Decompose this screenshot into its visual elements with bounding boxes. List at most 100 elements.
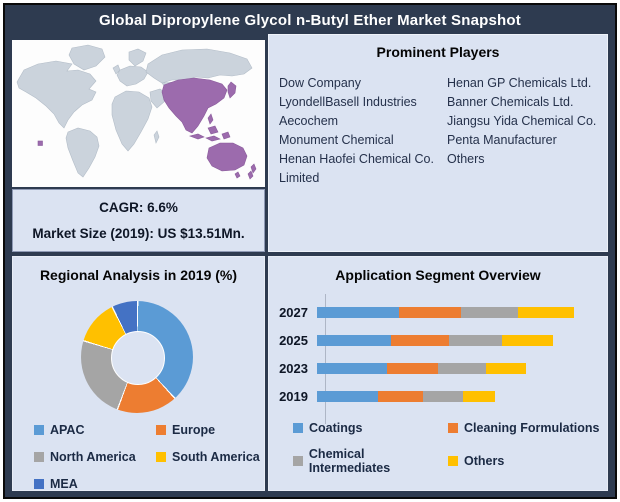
map-region-new-guinea [221,131,231,140]
map-region-north-america [16,60,97,129]
legend-item: Chemical Intermediates [293,447,448,475]
legend-swatch [34,425,44,435]
cagr-value: CAGR: 6.6% [99,200,178,215]
legend-swatch [34,452,44,462]
bar-segment-cleaning-formulations [387,362,439,374]
map-region-philippines [207,113,214,125]
bar-chart-axis-line [325,294,326,424]
legend-swatch [34,479,44,489]
bar-segment-cleaning-formulations [391,334,449,346]
legend-item: Others [448,452,599,470]
page-title: Global Dipropylene Glycol n-Butyl Ether … [99,12,521,29]
bar-segment-others [463,390,496,402]
map-region-north-asia [145,48,253,84]
legend-label: Cleaning Formulations [464,421,600,435]
legend-item: North America [34,448,156,466]
application-segment-heading: Application Segment Overview [335,267,541,283]
bar-track [317,390,595,402]
map-region-new-zealand-south [247,170,254,180]
map-region-madagascar [153,130,160,144]
player-name: Penta Manufacturer [447,133,557,147]
bar-segment-cleaning-formulations [399,306,462,318]
bar-segment-chemical-intermediates [423,390,464,402]
prominent-players-heading: Prominent Players [376,44,500,60]
world-map-panel [12,40,265,187]
stats-panel: CAGR: 6.6% Market Size (2019): US $13.51… [12,189,265,252]
bar-segment-cleaning-formulations [377,390,424,402]
players-columns: Dow Company LyondellBasell Industries Aeco… [279,74,597,188]
bar-row: 2027 [277,298,595,326]
map-region-new-zealand-north [250,163,257,174]
player-name: LyondellBasell Industries [279,95,417,109]
map-region-europe [116,65,149,87]
legend-swatch [293,456,303,466]
bar-segment-others [502,334,553,346]
legend-label: South America [172,450,260,464]
bar-year-label: 2023 [279,360,308,376]
legend-item: Europe [156,421,260,439]
map-region-australia [206,142,248,172]
legend-label: Europe [172,423,216,437]
legend-item: MEA [34,475,156,493]
player-name: Monument Chemical [279,133,394,147]
players-column-2: Henan GP Chemicals Ltd. Banner Chemicals … [447,74,597,188]
map-region-indonesia-1 [188,133,205,140]
player-name: Banner Chemicals Ltd. [447,95,574,109]
legend-label: Chemical Intermediates [308,447,391,475]
stacked-bar-chart: 2027 2025 2023 2019 [277,294,595,424]
bar-segment-chemical-intermediates [448,334,503,346]
legend-label: Others [464,454,505,468]
bar-year-label: 2027 [279,304,308,320]
legend-swatch [293,423,303,433]
player-name: Jiangsu Yida Chemical Co. [447,114,597,128]
market-size-value: Market Size (2019): US $13.51Mn. [32,226,245,241]
map-marker-pacific-territory [37,140,43,146]
map-region-tasmania [234,171,241,179]
bar-segment-others [517,306,575,318]
legend-swatch [156,425,166,435]
bar-row: 2025 [277,326,595,354]
bar-segment-coatings [317,390,378,402]
map-region-indonesia-2 [205,135,221,142]
regional-analysis-panel: Regional Analysis in 2019 (%) APAC Europe… [12,256,265,491]
bar-segment-coatings [317,362,387,374]
bar-track [317,306,595,318]
players-column-1: Dow Company LyondellBasell Industries Aeco… [279,74,447,188]
bar-segment-chemical-intermediates [461,306,518,318]
bar-track [317,334,595,346]
legend-swatch [448,423,458,433]
map-region-apac-highlight [161,77,228,134]
player-name: Henan Haofei Chemical Co. Limited [279,152,434,185]
bar-track [317,362,595,374]
legend-swatch [448,456,458,466]
legend-item: APAC [34,421,156,439]
legend-item: Coatings [293,419,448,437]
bar-row: 2023 [277,354,595,382]
bar-segment-coatings [317,334,392,346]
regional-donut-chart [81,301,193,413]
world-map [12,40,265,187]
bar-segment-others [485,362,526,374]
player-name: Aecochem [279,114,339,128]
application-legend: Coatings Cleaning Formulations Chemical In… [293,419,600,475]
regional-analysis-heading: Regional Analysis in 2019 (%) [39,267,238,283]
map-region-greenland [68,44,106,71]
bar-year-label: 2025 [279,332,308,348]
legend-swatch [156,452,166,462]
player-name: Henan GP Chemicals Ltd. [447,76,592,90]
legend-label: North America [50,450,136,464]
legend-item: South America [156,448,260,466]
map-region-africa [111,90,153,152]
map-region-scandinavia [128,48,147,67]
map-region-south-america [65,127,100,178]
map-region-japan [227,81,237,99]
legend-label: APAC [50,423,85,437]
infographic-frame: Global Dipropylene Glycol n-Butyl Ether … [3,3,617,499]
legend-label: MEA [50,477,78,491]
player-name: Others [447,152,485,166]
player-name: Dow Company [279,76,361,90]
bar-segment-chemical-intermediates [438,362,486,374]
application-segment-panel: Application Segment Overview 2027 2025 202… [268,256,608,491]
prominent-players-panel: Prominent Players Dow Company LyondellBas… [268,34,608,252]
bar-segment-coatings [317,306,400,318]
